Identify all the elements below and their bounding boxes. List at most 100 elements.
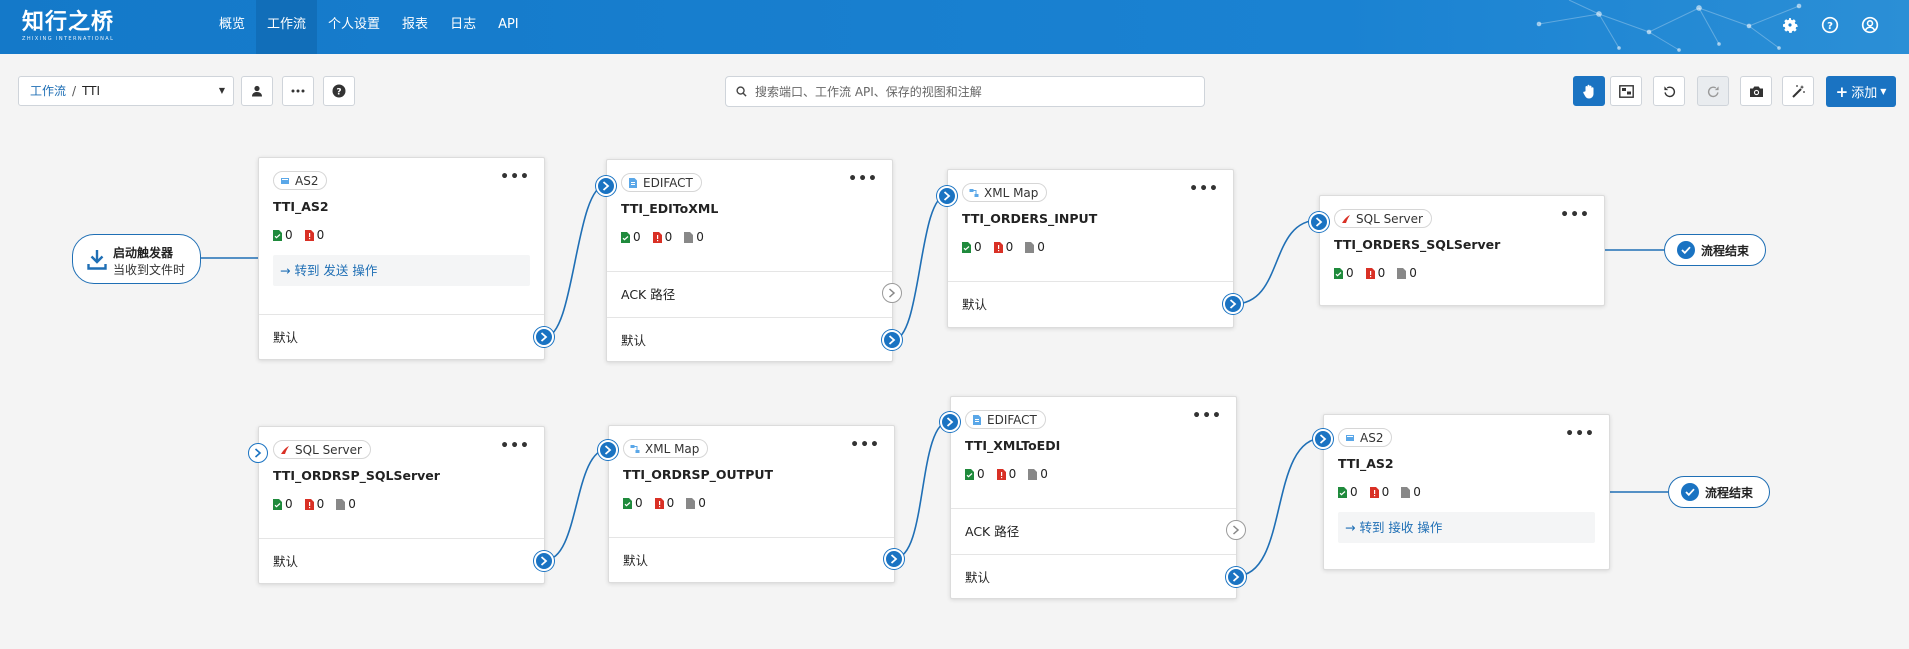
connector-card-edifact-out[interactable]: EDIFACT ••• TTI_XMLToEDI 0 0 0 ACK 路径 默认 (940, 396, 1246, 600)
output-port-ack[interactable] (882, 283, 902, 303)
end-node[interactable]: 流程结束 (1668, 476, 1770, 508)
output-port-default[interactable] (534, 327, 554, 347)
nav-item-profile[interactable]: 个人设置 (328, 17, 381, 32)
output-port-default[interactable] (884, 549, 904, 569)
user-circle-icon[interactable] (1861, 16, 1879, 34)
pan-mode-button[interactable] (1573, 76, 1605, 106)
caret-down-icon: ▼ (1880, 87, 1887, 96)
file-error-icon (1369, 486, 1379, 498)
output-port-default[interactable] (1223, 294, 1243, 314)
output-port-default[interactable] (882, 330, 902, 350)
more-options-button[interactable] (282, 76, 314, 106)
nav-item-logs[interactable]: 日志 (450, 17, 477, 32)
connector-card-as2-send[interactable]: AS2 ••• TTI_AS2 0 0 → 转到 发送 操作 默认 (258, 157, 554, 360)
connector-card-xmlmap-out[interactable]: XML Map ••• TTI_ORDRSP_OUTPUT 0 0 0 默认 (598, 425, 904, 583)
end-node[interactable]: 流程结束 (1664, 234, 1766, 266)
file-pending-icon (684, 231, 694, 243)
connector-type-chip: EDIFACT (621, 173, 702, 192)
card-menu-button[interactable]: ••• (850, 437, 880, 453)
output-row-default: 默认 (948, 281, 1233, 327)
forward-to-send-link[interactable]: → 转到 发送 操作 (273, 255, 530, 286)
owner-button[interactable] (241, 76, 273, 106)
card-menu-button[interactable]: ••• (1192, 408, 1222, 424)
search-box (725, 76, 1205, 107)
connector-card-as2-receive[interactable]: AS2 ••• TTI_AS2 0 0 0 → 转到 接收 操作 (1313, 414, 1610, 570)
pending-count: 0 (1401, 485, 1421, 499)
minimap-toggle-button[interactable] (1610, 76, 1642, 106)
input-port[interactable] (598, 440, 618, 460)
chevron-right-icon (890, 554, 898, 564)
breadcrumb-root[interactable]: 工作流 (30, 84, 67, 98)
camera-icon (1749, 86, 1763, 97)
breadcrumb-current: TTI (82, 84, 101, 98)
as2-connector-icon (1346, 434, 1354, 441)
output-port-ack[interactable] (1226, 520, 1246, 540)
connector-card-sql-out[interactable]: SQL Server ••• TTI_ORDRSP_SQLServer 0 0 … (248, 426, 554, 584)
add-button-label: 添加 (1851, 86, 1878, 101)
help-icon[interactable]: ? (1821, 16, 1839, 34)
card-menu-button[interactable]: ••• (500, 438, 530, 454)
success-count: 0 (621, 230, 641, 244)
chevron-right-icon (1315, 217, 1323, 227)
success-count: 0 (1334, 266, 1354, 280)
success-count: 0 (273, 228, 293, 242)
input-port[interactable] (1313, 429, 1333, 449)
file-error-icon (304, 229, 314, 241)
search-input[interactable] (753, 77, 1193, 106)
file-pending-icon (686, 497, 696, 509)
input-port[interactable] (1309, 212, 1329, 232)
start-trigger-node[interactable]: 启动触发器 当收到文件时 (72, 234, 201, 284)
connector-card-edifact-in[interactable]: EDIFACT ••• TTI_EDIToXML 0 0 0 ACK 路径 默认 (596, 159, 902, 362)
pending-count: 0 (1025, 240, 1045, 254)
nav-item-overview[interactable]: 概览 (219, 17, 246, 32)
pending-count: 0 (686, 496, 706, 510)
pending-count: 0 (1028, 467, 1048, 481)
card-menu-button[interactable]: ••• (1189, 181, 1219, 197)
undo-icon (1663, 85, 1675, 97)
chevron-right-icon (889, 288, 896, 298)
auto-layout-button[interactable] (1782, 76, 1814, 106)
undo-button[interactable] (1653, 76, 1685, 106)
redo-button[interactable] (1697, 76, 1729, 106)
wire-xmlmap-to-sql (1233, 219, 1320, 305)
connector-card-xmlmap-in[interactable]: XML Map ••• TTI_ORDERS_INPUT 0 0 0 默认 (937, 169, 1243, 328)
plus-icon: + (1835, 82, 1849, 101)
workflow-help-button[interactable]: ? (323, 76, 355, 106)
input-port[interactable] (596, 176, 616, 196)
connector-type-chip: XML Map (962, 183, 1048, 202)
add-button[interactable]: + 添加 ▼ (1826, 76, 1896, 107)
input-port[interactable] (248, 443, 268, 463)
output-port-default[interactable] (1226, 567, 1246, 587)
card-title: TTI_ORDERS_INPUT (962, 211, 1098, 226)
card-menu-button[interactable]: ••• (1560, 207, 1590, 223)
nav-item-workflow[interactable]: 工作流 (256, 0, 318, 54)
forward-to-receive-link[interactable]: → 转到 接收 操作 (1338, 512, 1595, 543)
file-error-icon (993, 241, 1003, 253)
input-port[interactable] (940, 412, 960, 432)
breadcrumb-selector[interactable]: 工作流 / TTI ▼ (18, 76, 234, 106)
connector-card-sql-in[interactable]: SQL Server ••• TTI_ORDERS_SQLServer 0 0 … (1309, 195, 1605, 306)
chevron-right-icon (1319, 434, 1327, 444)
chevron-right-icon (1232, 572, 1240, 582)
card-title: TTI_ORDRSP_SQLServer (273, 468, 440, 483)
sql-server-connector-icon (281, 445, 289, 454)
gear-icon[interactable] (1781, 16, 1799, 34)
input-port[interactable] (937, 186, 957, 206)
file-success-icon (273, 229, 282, 241)
card-menu-button[interactable]: ••• (1565, 426, 1595, 442)
card-menu-button[interactable]: ••• (500, 169, 530, 185)
card-menu-button[interactable]: ••• (848, 171, 878, 187)
chevron-right-icon (602, 181, 610, 191)
sql-server-connector-icon (1342, 214, 1350, 223)
nav-item-api[interactable]: API (498, 17, 519, 32)
brand-logo[interactable]: 知行之桥 ZHIXING INTERNATIONAL (22, 10, 114, 43)
network-decoration-icon (1536, 0, 1802, 52)
nav-item-reports[interactable]: 报表 (402, 17, 429, 32)
chevron-right-icon (604, 445, 612, 455)
hand-icon (1583, 84, 1594, 98)
output-port-default[interactable] (534, 551, 554, 571)
output-row-default: 默认 (951, 554, 1236, 600)
connector-type-chip: SQL Server (273, 440, 371, 459)
snapshot-button[interactable] (1740, 76, 1772, 106)
